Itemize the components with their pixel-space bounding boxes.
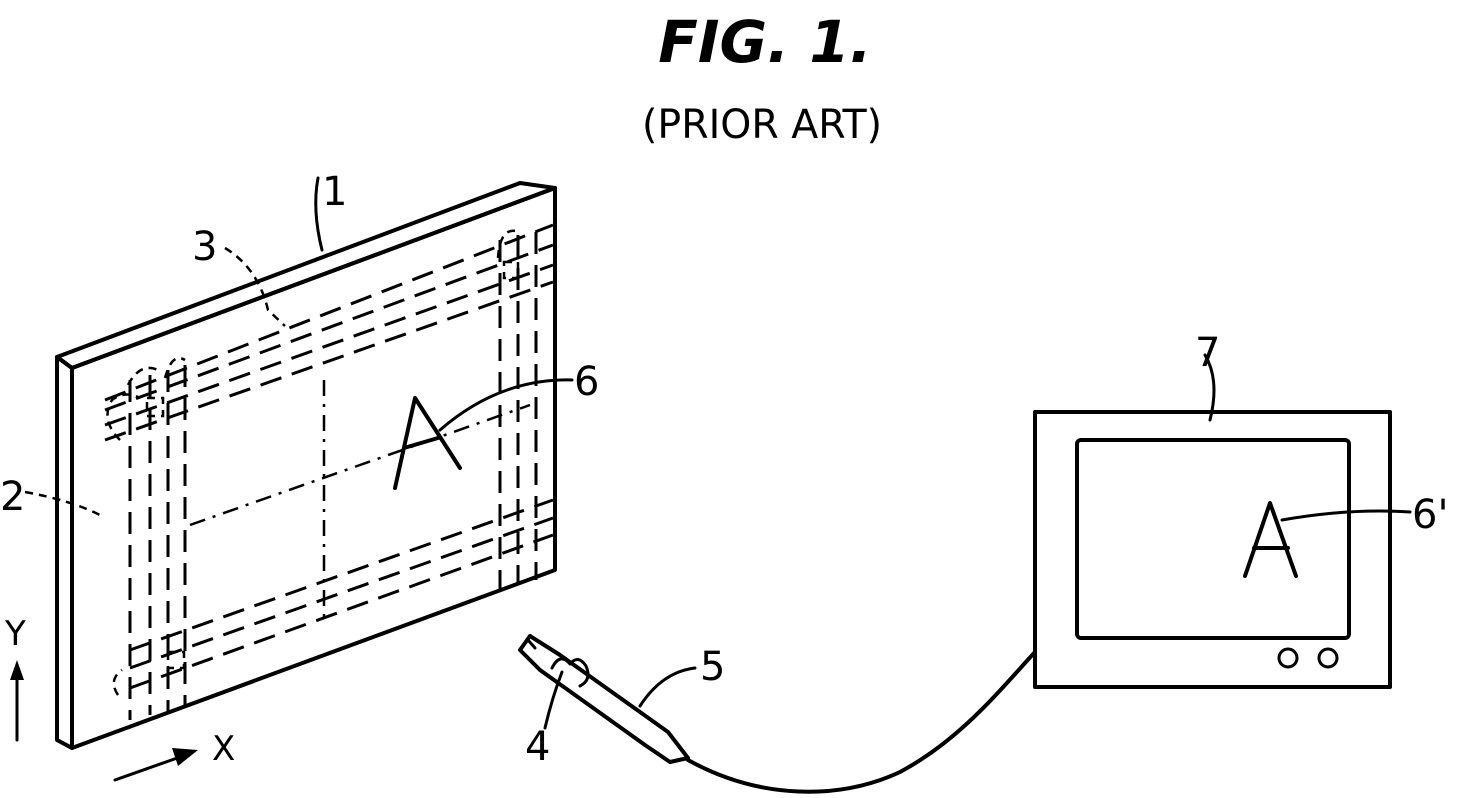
figure-subtitle: (PRIOR ART) — [642, 102, 882, 148]
crosshair-horizontal — [190, 405, 530, 525]
pen-cable — [688, 652, 1035, 792]
ref-coil: 4 — [525, 724, 550, 770]
tablet-top-face — [57, 183, 555, 368]
monitor-knob-right — [1319, 649, 1337, 667]
axis-indicators: Y X — [4, 614, 235, 780]
ref-display-char: 6' — [1412, 492, 1448, 538]
display-letter-a — [1245, 503, 1296, 576]
monitor-knob-left — [1279, 649, 1297, 667]
ref-x-conductor: 2 — [0, 474, 25, 520]
y-conductor-lines — [105, 225, 553, 688]
x-axis-label: X — [212, 729, 235, 769]
ref-tablet: 1 — [322, 169, 347, 215]
monitor-screen — [1077, 440, 1349, 638]
leader-2 — [25, 492, 100, 515]
y-axis-arrowhead — [10, 660, 24, 680]
digitizer-tablet: 1 3 2 6 — [0, 169, 599, 748]
ref-monitor: 7 — [1195, 330, 1220, 376]
ref-y-conductor: 3 — [192, 224, 217, 270]
tablet-front-face — [57, 357, 72, 748]
ref-input-char: 6 — [574, 359, 599, 405]
monitor-housing — [1035, 412, 1390, 687]
x-axis-arrowhead — [172, 748, 198, 766]
leader-5 — [640, 668, 695, 706]
tablet-letter-a — [395, 398, 460, 488]
display-monitor: 6' 7 — [1035, 330, 1448, 687]
leader-3 — [225, 248, 285, 326]
y-axis-label: Y — [4, 614, 26, 654]
ref-pen: 5 — [700, 644, 725, 690]
x-axis-arrow-shaft — [115, 757, 180, 780]
figure-title: FIG. 1. — [658, 8, 871, 76]
leader-6 — [440, 380, 572, 430]
stylus-pen: 4 5 — [520, 636, 1035, 792]
